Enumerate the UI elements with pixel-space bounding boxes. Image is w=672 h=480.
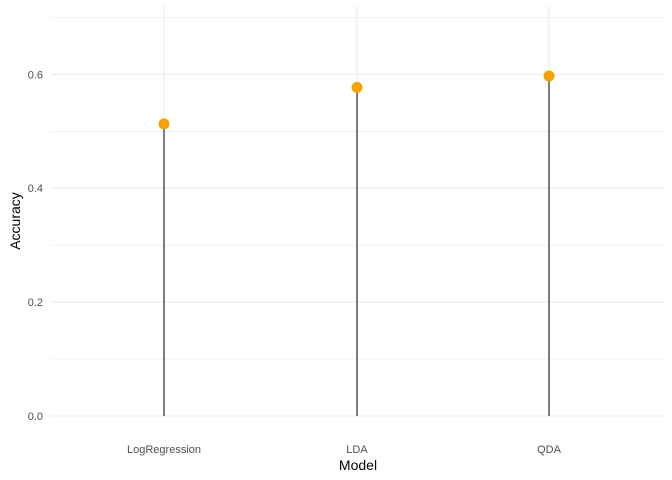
y-axis-title: Accuracy bbox=[7, 192, 23, 250]
lollipop-stems bbox=[163, 76, 550, 416]
x-axis-tick-labels: LogRegression LDA QDA bbox=[127, 444, 562, 456]
x-tick-label: LDA bbox=[346, 444, 368, 456]
y-tick-label: 0.6 bbox=[28, 69, 43, 81]
lollipop-point bbox=[351, 81, 363, 93]
lollipop-point bbox=[158, 118, 170, 130]
y-tick-label: 0.2 bbox=[28, 297, 43, 309]
x-axis-title: Model bbox=[339, 457, 377, 473]
x-tick-label: QDA bbox=[537, 444, 562, 456]
y-tick-label: 0.4 bbox=[28, 183, 43, 195]
x-tick-label: LogRegression bbox=[127, 444, 201, 456]
lollipop-points bbox=[158, 70, 555, 130]
y-tick-label: 0.0 bbox=[28, 411, 43, 423]
lollipop-point bbox=[543, 70, 555, 82]
y-axis-tick-labels: 0.0 0.2 0.4 0.6 bbox=[28, 69, 43, 423]
